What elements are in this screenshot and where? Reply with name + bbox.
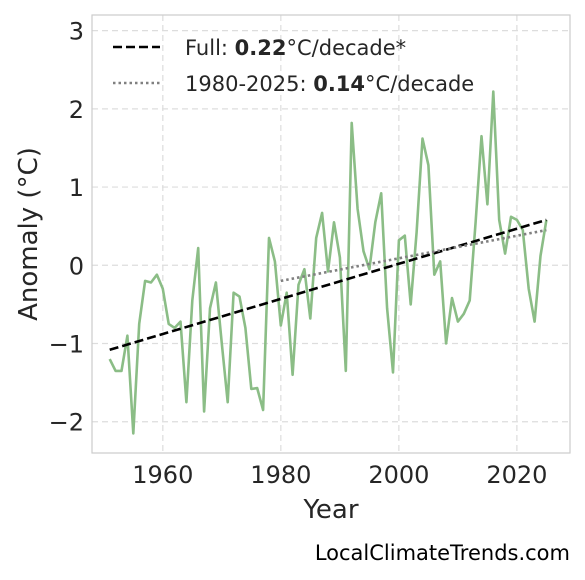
grid — [92, 15, 570, 453]
legend-suffix: °C/decade* — [287, 36, 407, 60]
legend-prefix: Full: — [185, 36, 235, 60]
y-tick-label: −1 — [49, 331, 84, 359]
y-tick-label: −2 — [49, 409, 84, 437]
full-trend-line — [109, 218, 547, 352]
legend-entry: 1980-2025: 0.14°C/decade — [185, 72, 474, 96]
legend-value: 0.22 — [235, 36, 287, 60]
y-tick-labels: 3 2 1 0 −1 −2 — [49, 18, 84, 437]
watermark: LocalClimateTrends.com — [315, 541, 570, 565]
legend-value: 0.14 — [313, 72, 365, 96]
legend-suffix: °C/decade — [365, 72, 474, 96]
x-tick-label: 2000 — [368, 461, 429, 489]
anomaly-line — [108, 90, 548, 435]
x-tick-label: 1960 — [132, 461, 193, 489]
recent-trend-line — [280, 228, 547, 283]
x-tick-labels: 1960 1980 2000 2020 — [132, 461, 547, 489]
x-tick-label: 2020 — [486, 461, 547, 489]
legend-entry: Full: 0.22°C/decade* — [185, 36, 406, 60]
plot-frame — [91, 14, 571, 454]
y-axis-label: Anomaly (°C) — [14, 147, 44, 321]
y-tick-label: 0 — [69, 252, 84, 280]
y-tick-label: 2 — [69, 96, 84, 124]
y-tick-label: 1 — [69, 174, 84, 202]
x-axis-label: Year — [302, 495, 358, 525]
legend: Full: 0.22°C/decade*1980-2025: 0.14°C/de… — [113, 36, 474, 96]
x-tick-label: 1980 — [250, 461, 311, 489]
series-layer — [108, 90, 548, 435]
legend-prefix: 1980-2025: — [185, 72, 313, 96]
y-tick-label: 3 — [69, 18, 84, 46]
